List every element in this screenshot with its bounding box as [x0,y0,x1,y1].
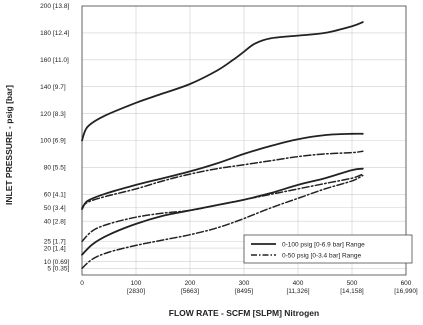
series-line-solid [81,132,364,210]
y-tick-sublabel: [1.4] [53,245,66,252]
y-axis-ticks: 200 [13.8] 180 [12.4] 160 [11.0] 140 [9.7] 120 [8… [40,3,69,272]
y-tick-label: 200 [40,3,51,10]
x-tick-label: 200 [185,280,196,287]
series-line-dashdot [81,174,364,270]
x-tick-sublabel: [16,990] [394,288,418,295]
y-tick-sublabel: [2.8] [53,218,66,225]
legend-dashdot-label: 0-50 psig [0-3.4 bar] Range [282,253,362,260]
legend: 0-100 psig [0-6.9 bar] Range 0-50 psig [… [243,234,413,264]
y-tick-label: 140 [40,84,51,91]
x-tick-sublabel: [2830] [127,288,145,295]
y-tick-sublabel: [6.9] [53,138,66,145]
y-tick-label: 10 [44,259,52,266]
series-line-dashdot [81,150,364,209]
series-line-dashdot [81,173,364,243]
y-tick-label: 100 [40,138,51,145]
y-tick-sublabel: [4.1] [53,192,66,199]
y-tick-sublabel: [11.0] [53,57,69,64]
y-tick-label: 5 [47,265,51,272]
series-line-solid [81,21,364,142]
y-tick-label: 160 [40,57,51,64]
y-tick-sublabel: [3.4] [53,205,66,212]
y-tick-label: 60 [44,192,52,199]
y-tick-sublabel: [0.35] [53,265,69,272]
legend-box [243,234,413,264]
x-tick-label: 100 [131,280,142,287]
x-tick-sublabel: [14,158] [340,288,364,295]
x-tick-label: 500 [347,280,358,287]
legend-solid-label: 0-100 psig [0-6.9 bar] Range [282,242,365,249]
y-tick-sublabel: [8.3] [53,111,66,118]
y-tick-label: 40 [44,218,52,225]
x-axis-ticks: 0 100[2830] 200[5663] 300[8495] 400[11,326] 5… [80,280,418,295]
y-tick-sublabel: [0.69] [53,259,69,266]
y-tick-label: 50 [44,205,52,212]
x-tick-sublabel: [8495] [235,288,253,295]
y-tick-sublabel: [1.7] [53,239,66,246]
x-tick-label: 600 [401,280,412,287]
y-tick-sublabel: [12.4] [53,30,69,37]
y-tick-sublabel: [5.5] [53,165,66,172]
x-tick-label: 400 [293,280,304,287]
x-tick-sublabel: [11,326] [286,288,309,295]
x-tick-label: 0 [80,280,84,287]
chart-grid [81,5,407,275]
y-tick-label: 80 [44,165,52,172]
y-tick-sublabel: [9.7] [53,84,66,91]
y-tick-sublabel: [13.8] [53,3,69,10]
y-tick-label: 180 [40,30,51,37]
x-axis-title: FLOW RATE - SCFM [SLPM] Nitrogen [169,308,319,318]
x-tick-label: 300 [239,280,250,287]
y-tick-label: 20 [44,245,52,252]
y-tick-label: 25 [44,239,52,246]
y-axis-title: INLET PRESSURE - psig [bar] [4,85,14,205]
series-lines [81,21,364,270]
x-tick-sublabel: [5663] [181,288,199,295]
y-tick-label: 120 [40,111,51,118]
